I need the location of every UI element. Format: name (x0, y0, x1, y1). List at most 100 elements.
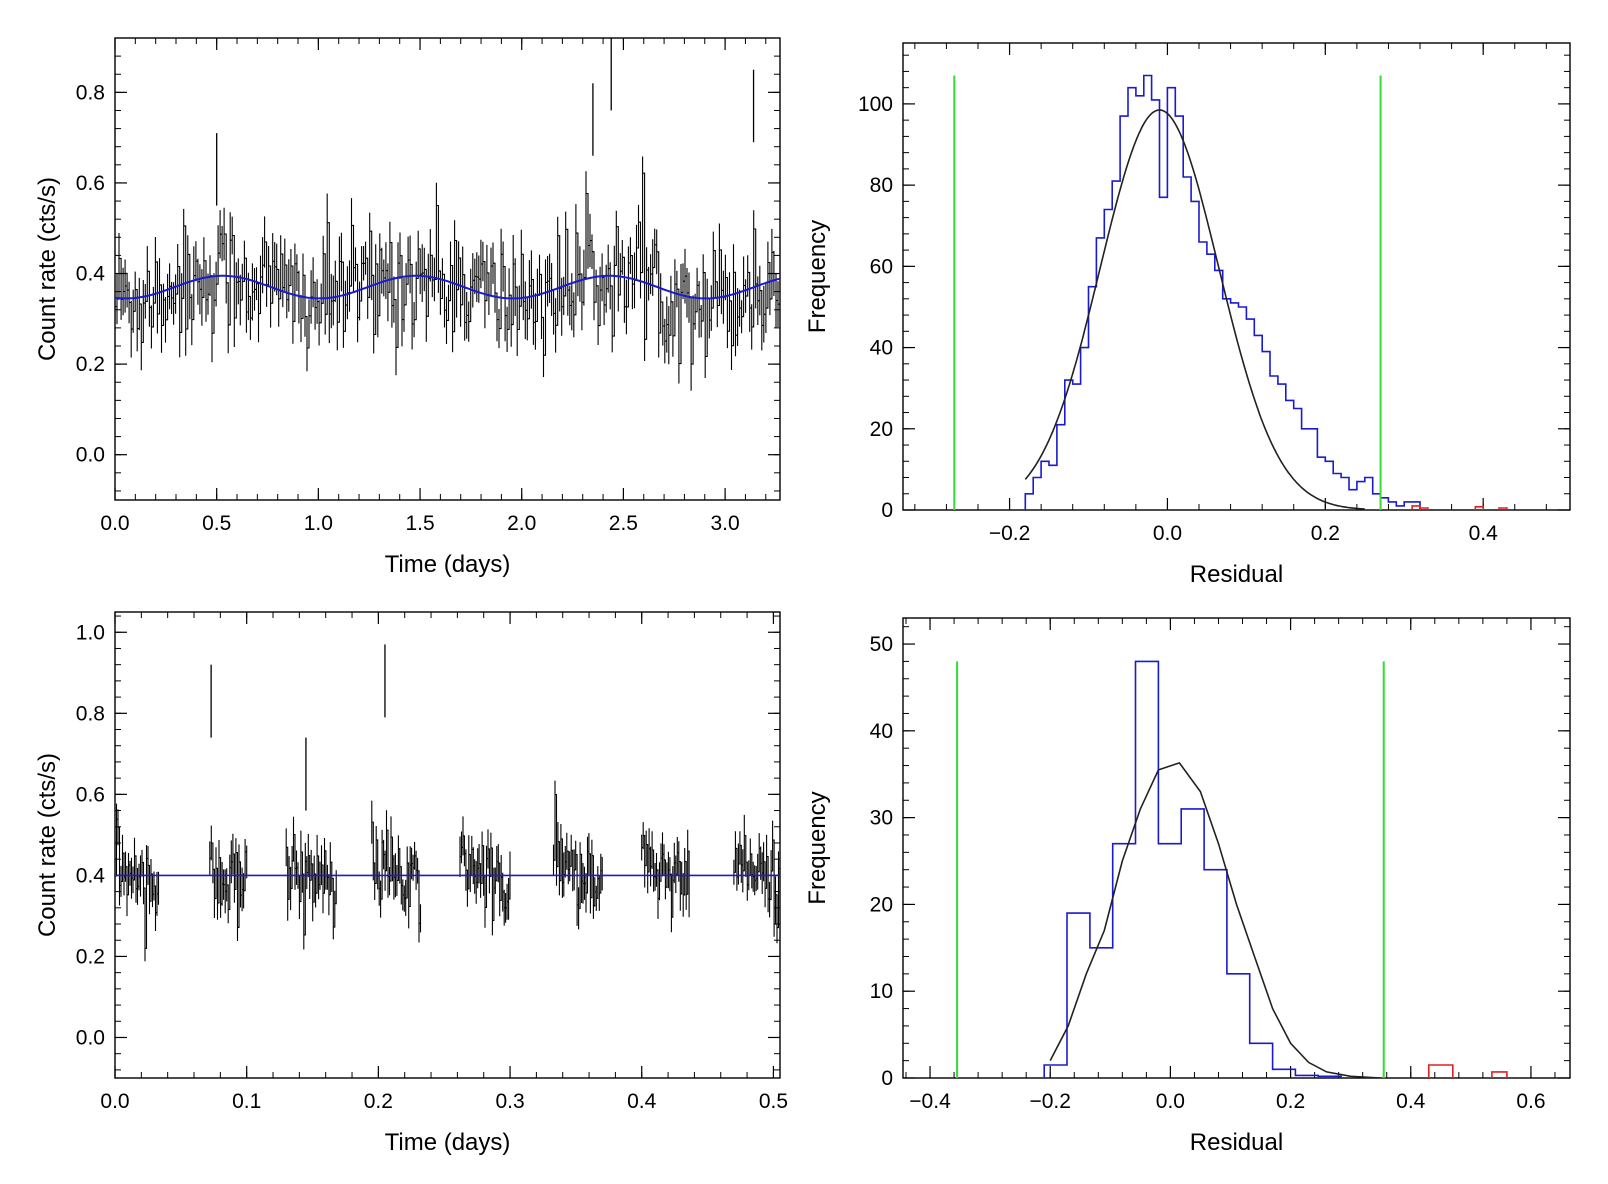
residual-histogram-2-frame (902, 617, 1571, 1079)
light-curve-2-y-tick-label: 0.8 (76, 702, 105, 725)
residual-histogram-1-y-tick-label: 20 (870, 418, 893, 441)
residual-histogram-2-y-tick-label: 20 (870, 893, 893, 916)
residual-histogram-1-bar (1388, 502, 1396, 510)
light-curve-1-x-tick-label: 0.0 (100, 512, 129, 535)
light-curve-1-x-tick-label: 1.5 (405, 512, 434, 535)
residual-histogram-1-y-axis-label: Frequency (804, 220, 831, 333)
residual-histogram-2-bar (1158, 844, 1181, 1078)
residual-histogram-2-y-tick-label: 50 (870, 633, 893, 656)
residual-histogram-2-bar (1136, 661, 1159, 1078)
light-curve-2-x-tick-label: 0.0 (100, 1090, 129, 1113)
light-curve-2-frame (114, 611, 781, 1079)
residual-histogram-1-bar (1286, 400, 1294, 510)
light-curve-1-y-tick-label: 0.4 (76, 263, 106, 286)
residual-histogram-1-outlier-bar (1419, 507, 1429, 510)
residual-histogram-2-y-tick-label: 30 (870, 807, 893, 830)
residual-histogram-1-bar (1294, 408, 1302, 510)
residual-histogram-2-y-tick-label: 0 (881, 1067, 893, 1090)
light-curve-2-points (115, 780, 780, 962)
residual-histogram-1-bar (1041, 461, 1049, 510)
residual-histogram-1-x-tick-label: −0.2 (989, 522, 1030, 545)
residual-histogram-1-bar (1215, 270, 1223, 510)
light-curve-1-frame (114, 37, 781, 501)
residual-histogram-1-outlier-bar (1498, 507, 1508, 510)
residual-histogram-1-bar (1160, 197, 1168, 510)
residual-histogram-2-panel: −0.4 −0.2 0.0 0.2 0.4 0.6 0 10 20 30 40 50 Residual F… (804, 617, 1571, 1156)
residual-histogram-2-bar (1044, 1065, 1067, 1078)
residual-histogram-1-bar (1254, 335, 1262, 510)
light-curve-1-points (115, 156, 780, 391)
residual-histogram-2-bars (1043, 660, 1342, 1078)
light-curve-2-y-tick-label: 0.2 (76, 945, 105, 968)
residual-histogram-1-bar (1231, 303, 1239, 510)
light-curve-2-x-tick-label: 0.2 (364, 1090, 393, 1113)
residual-histogram-1-bar (1357, 482, 1365, 510)
light-curve-2-y-tick-label: 1.0 (76, 621, 105, 644)
residual-histogram-1-bar (1207, 254, 1215, 510)
residual-histogram-1-bar (1191, 201, 1199, 510)
light-curve-2-y-tick-label: 0.0 (76, 1026, 105, 1049)
light-curve-1-y-tick-label: 0.0 (76, 444, 105, 467)
residual-histogram-1-data (953, 74, 1508, 510)
residual-histogram-1-y-tick-label: 100 (858, 93, 893, 116)
light-curve-1-data (115, 38, 780, 391)
residual-histogram-1-bar (1373, 494, 1381, 510)
residual-histogram-1-bar (1112, 181, 1120, 510)
residual-histogram-1-x-axis-label: Residual (1190, 561, 1283, 588)
residual-histogram-1-bar (1238, 307, 1246, 510)
residual-histogram-1-bar (1049, 465, 1057, 510)
residual-histogram-2-bar (1090, 948, 1113, 1078)
residual-histogram-1-bar (1396, 506, 1404, 510)
residual-histogram-2-outlier-bar (1491, 1071, 1508, 1078)
residual-histogram-1-bar (1167, 88, 1175, 510)
residual-histogram-1-bar (1175, 116, 1183, 510)
residual-histogram-1-x-tick-label: 0.0 (1153, 522, 1182, 545)
residual-histogram-1-frame (902, 42, 1571, 511)
residual-histogram-1-y-tick-label: 60 (870, 255, 893, 278)
light-curve-2-x-tick-label: 0.1 (232, 1090, 261, 1113)
residual-histogram-2-bar (1181, 809, 1204, 1078)
residual-histogram-2-bar (1113, 844, 1136, 1078)
residual-histogram-1-bar (1199, 242, 1207, 510)
residual-histogram-2-data (956, 660, 1508, 1078)
residual-histogram-1-bar (1302, 429, 1310, 510)
residual-histogram-1-bar (1183, 177, 1191, 510)
light-curve-1-x-tick-label: 0.5 (202, 512, 231, 535)
residual-histogram-1-bar (1144, 75, 1152, 510)
residual-histogram-1-bar (1057, 425, 1065, 510)
residual-histogram-2-bar (1227, 974, 1250, 1078)
residual-histogram-1-bar (1381, 498, 1389, 510)
light-curve-1-y-tick-label: 0.8 (76, 81, 105, 104)
residual-histogram-1-bar (1081, 348, 1089, 510)
light-curve-1-x-tick-label: 1.0 (304, 512, 333, 535)
residual-histogram-2-x-tick-label: −0.2 (1029, 1090, 1070, 1113)
light-curve-1-x-axis-label: Time (days) (385, 551, 511, 578)
residual-histogram-2-x-tick-label: 0.4 (1396, 1090, 1426, 1113)
residual-histogram-1-bar (1073, 384, 1081, 510)
residual-histogram-1-bar (1065, 380, 1073, 510)
light-curve-1-panel: 0.0 0.5 1.0 1.5 2.0 2.5 3.0 0.0 0.2 0.4 0.6 0.8 Time… (34, 37, 781, 578)
residual-histogram-1-y-tick-label: 0 (881, 499, 893, 522)
residual-histogram-2-bar (1318, 1076, 1341, 1078)
light-curve-1-x-tick-label: 2.5 (609, 512, 638, 535)
light-curve-1-y-tick-label: 0.2 (76, 353, 105, 376)
residual-histogram-2-x-tick-label: 0.2 (1276, 1090, 1305, 1113)
residual-histogram-1-bar (1341, 478, 1349, 510)
residual-histogram-2-y-axis-label: Frequency (804, 791, 831, 904)
light-curve-2-x-tick-label: 0.4 (627, 1090, 657, 1113)
residual-histogram-1-bar (1033, 478, 1041, 510)
residual-histogram-2-y-tick-label: 10 (870, 980, 893, 1003)
residual-histogram-1-x-tick-label: 0.4 (1469, 522, 1499, 545)
light-curve-1-y-axis-label: Count rate (cts/s) (34, 177, 61, 361)
residual-histogram-1-panel: −0.2 0.0 0.2 0.4 0 20 40 60 80 100 Residual Frequen… (804, 42, 1571, 588)
residual-histogram-2-bar (1204, 870, 1227, 1078)
residual-histogram-2-x-tick-label: −0.4 (909, 1090, 951, 1113)
residual-histogram-1-x-tick-label: 0.2 (1311, 522, 1340, 545)
residual-histogram-2-x-axis-label: Residual (1190, 1129, 1283, 1156)
residual-histogram-1-bar (1136, 96, 1144, 510)
residual-histogram-1-bar (1025, 494, 1033, 510)
residual-histogram-1-bar (1104, 209, 1112, 510)
residual-histogram-2-x-tick-label: 0.0 (1156, 1090, 1185, 1113)
light-curve-1-y-tick-label: 0.6 (76, 172, 105, 195)
residual-histogram-1-gaussian-fit (1024, 109, 1365, 510)
